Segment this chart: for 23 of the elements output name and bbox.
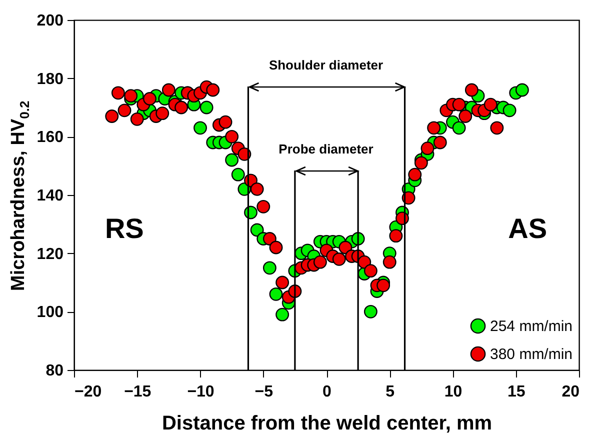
- x-tick-label: 10: [444, 384, 462, 400]
- x-tick-label: 20: [562, 384, 580, 400]
- annotation: AS: [508, 213, 548, 244]
- y-tick-label: 200: [36, 12, 64, 30]
- y-tick-label: 160: [36, 129, 64, 146]
- x-tick-label: −5: [254, 384, 274, 400]
- x-tick-label: −10: [187, 384, 214, 400]
- x-axis-title: Distance from the weld center, mm: [162, 412, 492, 434]
- x-tick-label: 15: [507, 384, 526, 400]
- y-tick-label: 140: [36, 188, 64, 204]
- x-tick-label: −15: [124, 384, 152, 400]
- y-tick-label: 180: [36, 70, 64, 88]
- x-tick-label: −20: [74, 384, 102, 400]
- y-tick-label: 120: [36, 246, 64, 263]
- annotation: Probe diameter: [278, 142, 374, 156]
- y-tick-label: 100: [36, 304, 64, 322]
- x-tick-label: 0: [322, 384, 332, 400]
- x-tick-label: 5: [386, 384, 395, 400]
- annotation: Shoulder diameter: [268, 58, 384, 72]
- legend-label: 380 mm/min: [490, 346, 573, 363]
- legend-label: 254 mm/min: [490, 318, 573, 335]
- y-tick-label: 80: [46, 362, 64, 380]
- annotation: RS: [104, 213, 144, 244]
